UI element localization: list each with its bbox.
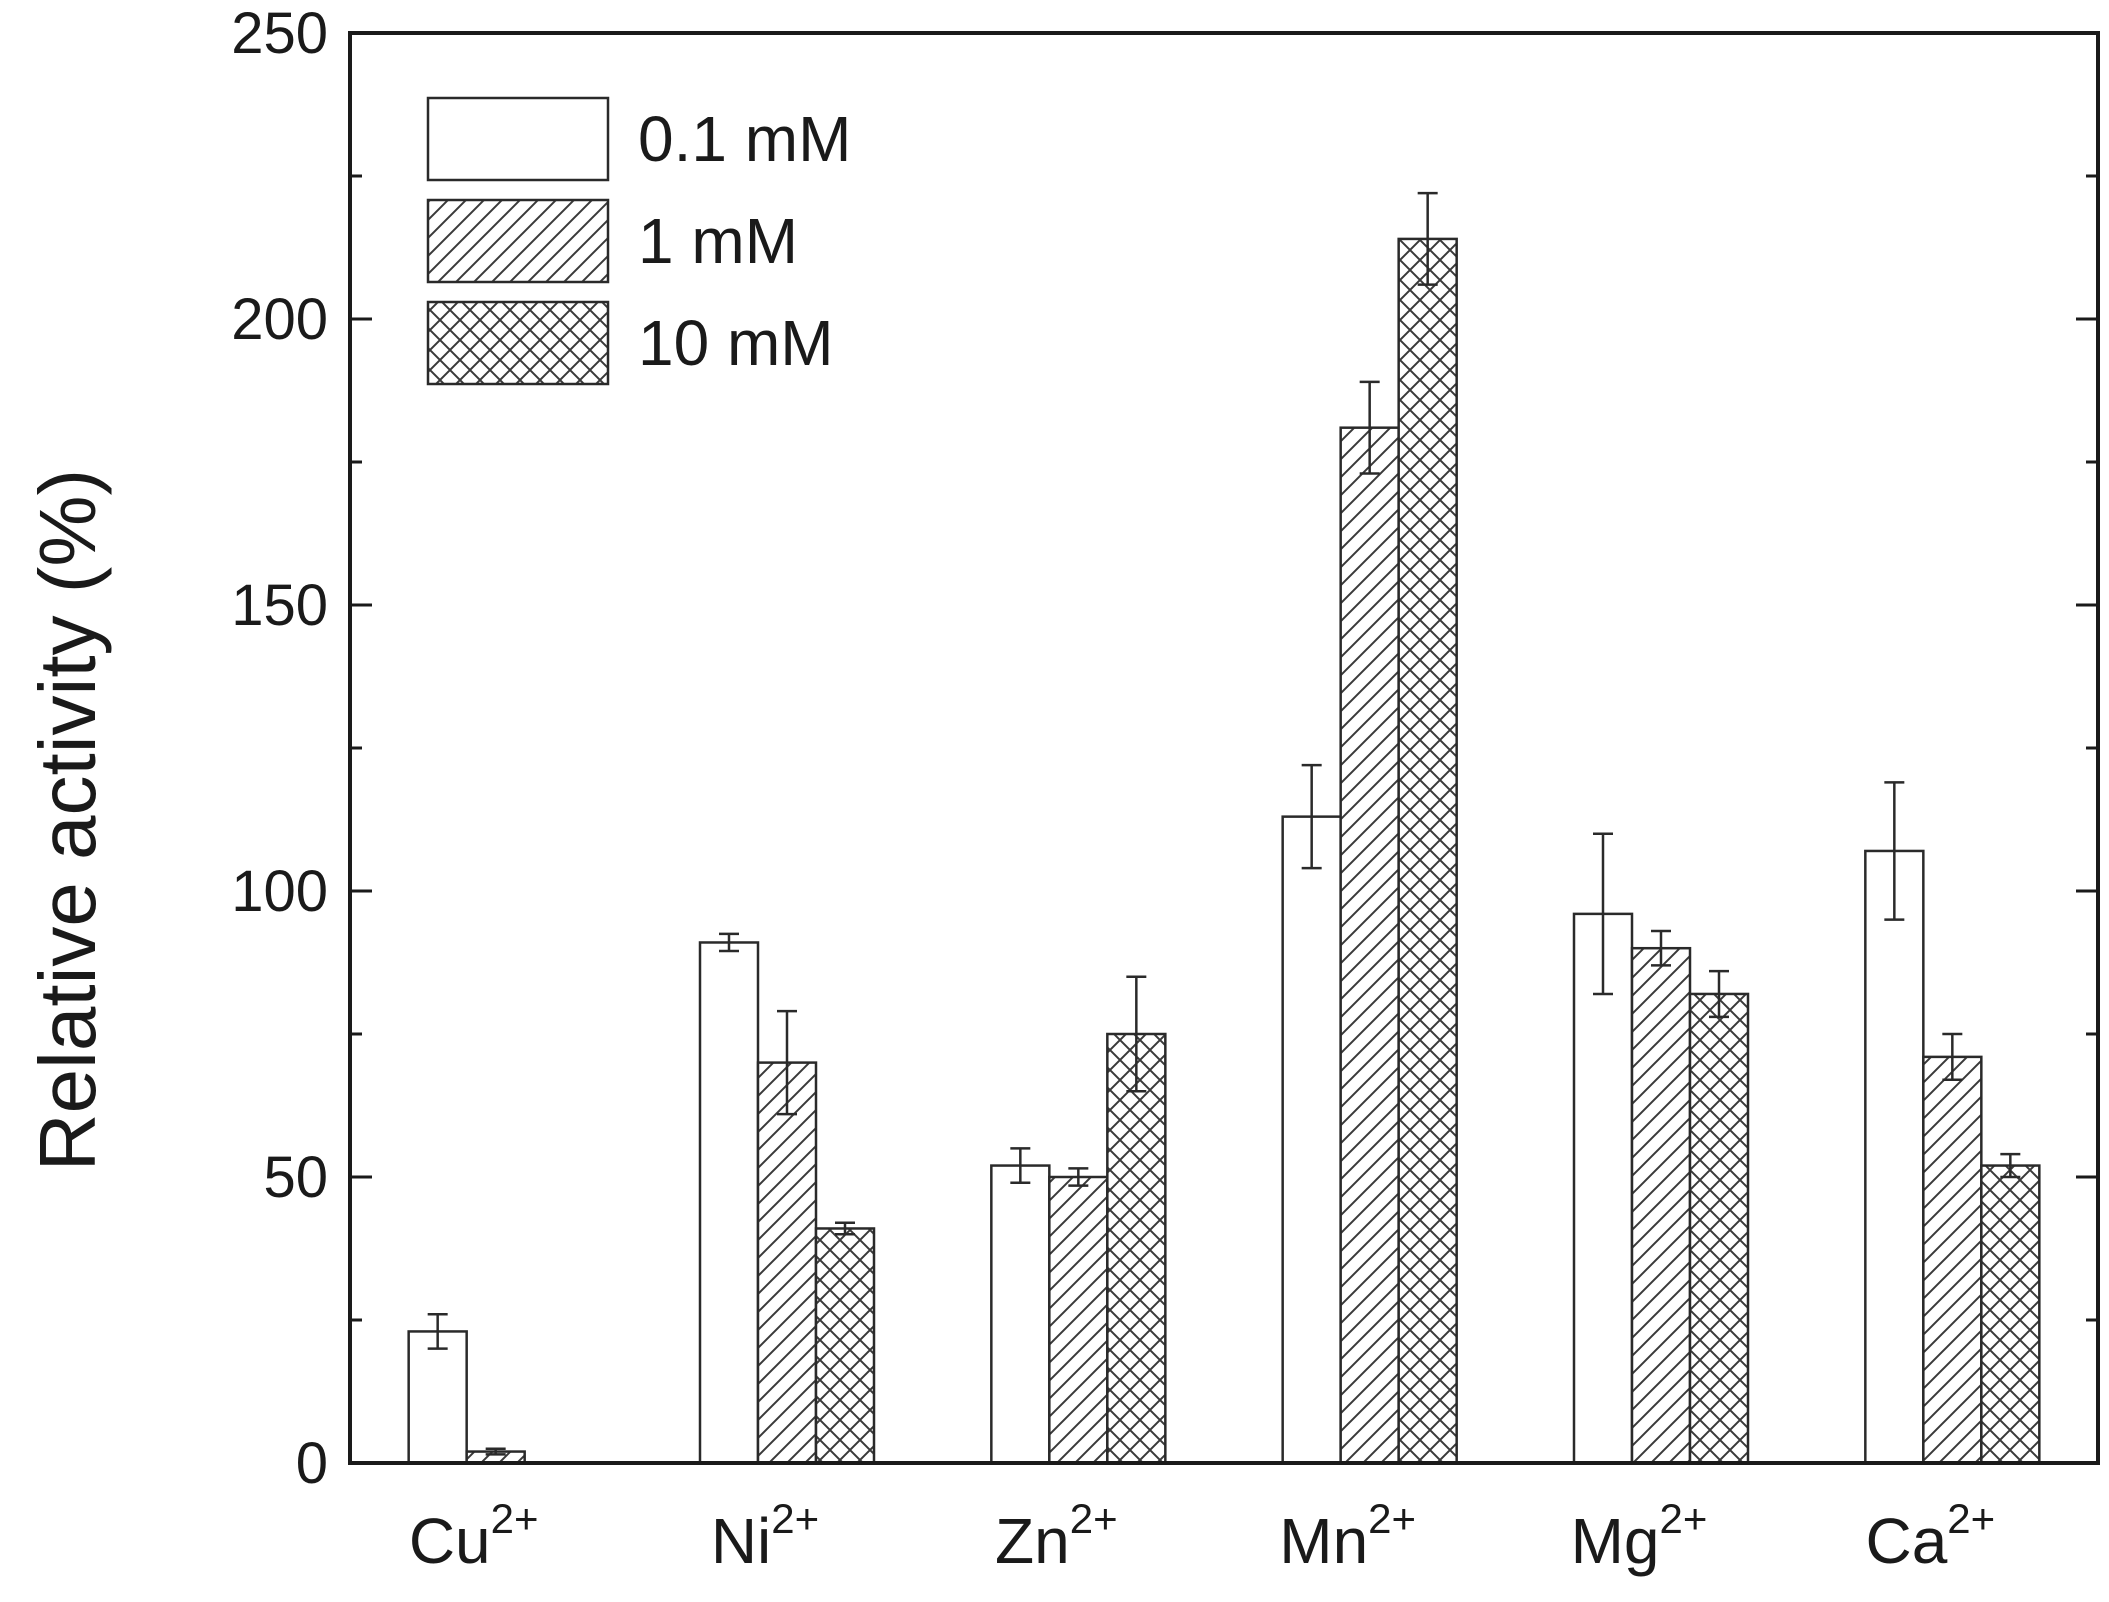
y-tick-label: 150 bbox=[231, 573, 328, 638]
y-tick-label: 0 bbox=[296, 1431, 328, 1496]
bar-zn-1 bbox=[1048, 1175, 1109, 1465]
bar-mg-2 bbox=[1688, 992, 1750, 1465]
bar-mn-2 bbox=[1397, 237, 1458, 1465]
legend-label-2: 10 mM bbox=[638, 307, 834, 379]
y-tick-label: 100 bbox=[231, 859, 328, 924]
bar-zn-0 bbox=[990, 1164, 1051, 1465]
x-tick-label-cu: Cu2+ bbox=[409, 1495, 539, 1577]
x-tick-label-ni: Ni2+ bbox=[711, 1495, 819, 1577]
y-tick-label: 250 bbox=[231, 1, 328, 66]
legend-swatch-2 bbox=[426, 300, 610, 386]
bar-mn-0 bbox=[1281, 815, 1342, 1465]
bar-ca-1 bbox=[1922, 1055, 1983, 1465]
x-tick-label-ca: Ca2+ bbox=[1865, 1495, 1995, 1577]
bar-mn-1 bbox=[1339, 426, 1400, 1465]
bar-ni-2 bbox=[814, 1227, 876, 1465]
axes-frame bbox=[348, 31, 2100, 1465]
legend-swatch-1 bbox=[426, 198, 610, 284]
bar-ca-2 bbox=[1980, 1164, 2041, 1465]
x-tick-label-mg: Mg2+ bbox=[1571, 1495, 1708, 1577]
y-tick-label: 50 bbox=[263, 1145, 328, 1210]
bar-cu-0 bbox=[407, 1330, 468, 1465]
y-axis-label: Relative activity (%) bbox=[23, 469, 112, 1171]
bar-mg-0 bbox=[1572, 912, 1634, 1465]
bar-ca-0 bbox=[1864, 849, 1925, 1465]
plot-area: 0 50 100 150 200 250 Cu2+ Ni2+ Zn2+ Mn2+ Mg2+ Ca2+ bbox=[231, 1, 2100, 1577]
legend-label-1: 1 mM bbox=[638, 205, 798, 277]
legend-swatch-0 bbox=[426, 96, 610, 182]
legend-label-0: 0.1 mM bbox=[638, 103, 851, 175]
bar-zn-2 bbox=[1106, 1032, 1167, 1465]
bar-ni-0 bbox=[698, 941, 760, 1465]
y-tick-label: 200 bbox=[231, 287, 328, 352]
x-tick-label-zn: Zn2+ bbox=[995, 1495, 1118, 1577]
bar-ni-1 bbox=[756, 1061, 818, 1465]
bar-mg-1 bbox=[1630, 946, 1692, 1465]
legend: 0.1 mM 1 mM 10 mM bbox=[426, 96, 851, 386]
x-tick-label-mn: Mn2+ bbox=[1279, 1495, 1416, 1577]
